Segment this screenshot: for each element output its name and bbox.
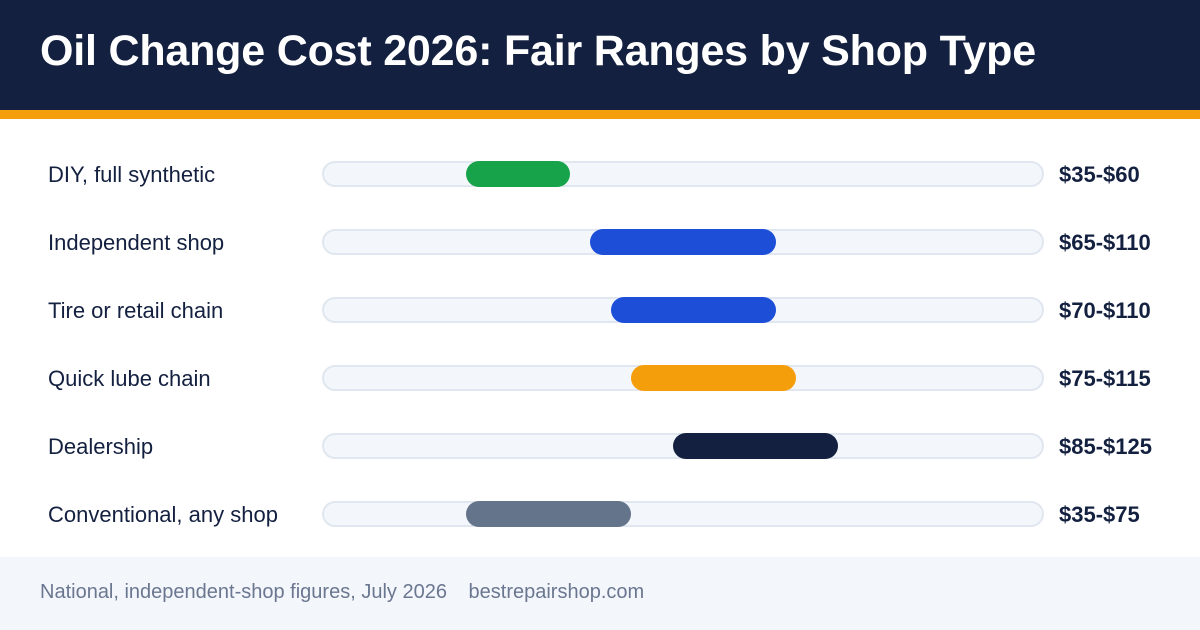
header-banner: Oil Change Cost 2026: Fair Ranges by Sho…	[0, 0, 1200, 110]
range-value-label: $70-$110	[1059, 298, 1151, 323]
source-note: National, independent-shop figures, July…	[40, 581, 447, 603]
footer: National, independent-shop figures, July…	[0, 557, 1200, 630]
range-bar	[466, 161, 570, 187]
range-value-label: $65-$110	[1059, 230, 1151, 255]
range-bar	[672, 433, 838, 459]
category-label: Conventional, any shop	[48, 502, 278, 527]
chart-row: Quick lube chain $75-$115	[0, 359, 1200, 399]
range-bar	[610, 297, 776, 323]
range-track	[322, 501, 1044, 527]
page-title: Oil Change Cost 2026: Fair Ranges by Sho…	[40, 27, 1036, 75]
range-value-label: $85-$125	[1059, 434, 1152, 459]
header-accent-stripe	[0, 110, 1200, 119]
range-track	[322, 161, 1044, 187]
range-value-label: $35-$60	[1059, 162, 1140, 187]
chart-row: Dealership $85-$125	[0, 427, 1200, 467]
chart-row: Tire or retail chain $70-$110	[0, 291, 1200, 331]
category-label: Dealership	[48, 434, 154, 459]
range-bar	[590, 229, 776, 255]
range-track	[322, 365, 1044, 391]
range-value-label: $75-$115	[1059, 366, 1151, 391]
category-label: Independent shop	[48, 230, 225, 255]
range-track	[322, 297, 1044, 323]
category-label: Tire or retail chain	[48, 298, 224, 323]
category-label: DIY, full synthetic	[48, 162, 216, 187]
category-label: Quick lube chain	[48, 366, 211, 391]
site-credit: bestrepairshop.com	[468, 581, 645, 603]
range-bar	[631, 365, 797, 391]
range-value-label: $35-$75	[1059, 502, 1140, 527]
chart-row: Independent shop $65-$110	[0, 223, 1200, 263]
range-track	[322, 433, 1044, 459]
range-bar	[466, 501, 632, 527]
chart-row: Conventional, any shop $35-$75	[0, 495, 1200, 535]
range-track	[322, 229, 1044, 255]
range-chart: DIY, full synthetic $35-$60 Independent sh…	[0, 119, 1200, 557]
chart-row: DIY, full synthetic $35-$60	[0, 155, 1200, 195]
footer-text: National, independent-shop figures, July…	[40, 557, 644, 627]
